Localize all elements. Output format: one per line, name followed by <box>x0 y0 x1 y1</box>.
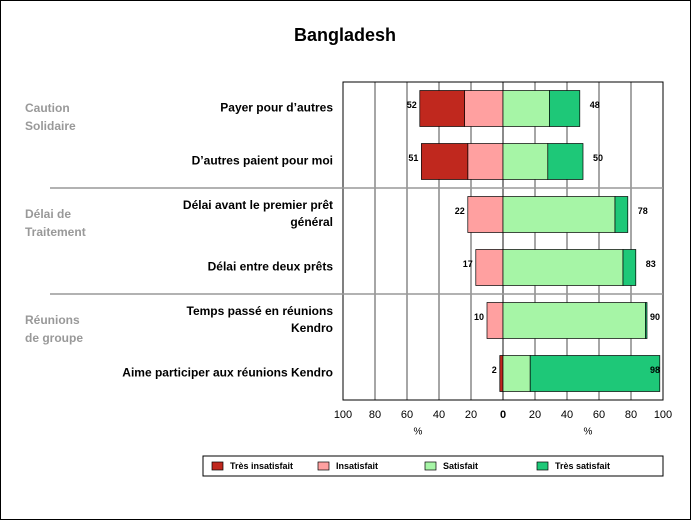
x-tick-label: 100 <box>654 409 672 421</box>
x-tick-label: 20 <box>529 409 541 421</box>
category-label: Délai entre deux prêts <box>208 260 334 274</box>
bar-segment <box>502 196 616 233</box>
x-tick-label: 60 <box>401 409 413 421</box>
legend-label: Très insatisfait <box>230 461 293 471</box>
group-label: Délai de <box>25 207 71 221</box>
bar-segment <box>529 355 661 392</box>
category-label: Payer pour d’autres <box>220 101 333 115</box>
bar-segment <box>547 143 584 180</box>
group-label: Traitement <box>25 225 86 239</box>
legend-label: Insatisfait <box>336 461 378 471</box>
category-label: Aime participer aux réunions Kendro <box>122 366 333 380</box>
x-tick-label: 80 <box>625 409 637 421</box>
bar-segment <box>419 90 465 127</box>
total-label: 48 <box>590 100 600 110</box>
bar-segment <box>421 143 469 180</box>
bar-segment <box>502 249 624 286</box>
total-label: 98 <box>650 365 660 375</box>
category-label: Temps passé en réunions <box>187 304 334 318</box>
legend-swatch <box>424 461 437 471</box>
legend-label: Très satisfait <box>555 461 610 471</box>
bar-segment <box>502 143 549 180</box>
x-tick-label: 20 <box>465 409 477 421</box>
bar-segment <box>614 196 629 233</box>
category-label: Kendro <box>291 321 333 335</box>
legend-swatch <box>211 461 224 471</box>
legend-swatch <box>317 461 330 471</box>
bar-segment <box>502 355 531 392</box>
total-label: 2 <box>492 365 497 375</box>
x-tick-label: 80 <box>369 409 381 421</box>
bar-segment <box>486 302 504 339</box>
x-axis-label: % <box>584 427 593 438</box>
group-label: Solidaire <box>25 119 76 133</box>
bar-segment <box>502 90 550 127</box>
group-label: Caution <box>25 101 70 115</box>
total-label: 90 <box>650 312 660 322</box>
bar-segment <box>467 143 504 180</box>
total-label: 78 <box>638 206 648 216</box>
group-label: Réunions <box>25 313 80 327</box>
bar-segment <box>499 355 504 392</box>
total-label: 10 <box>474 312 484 322</box>
total-label: 50 <box>593 153 603 163</box>
category-label: Délai avant le premier prêt <box>183 198 333 212</box>
bar-segment <box>475 249 504 286</box>
total-label: 83 <box>646 259 656 269</box>
x-tick-label: 40 <box>561 409 573 421</box>
x-axis-label: % <box>414 427 423 438</box>
bar-segment <box>467 196 504 233</box>
category-label: général <box>290 215 333 229</box>
bar-segment <box>464 90 504 127</box>
bar-segment <box>502 302 646 339</box>
x-tick-label: 40 <box>433 409 445 421</box>
total-label: 51 <box>408 153 418 163</box>
legend-label: Satisfait <box>443 461 478 471</box>
bar-segment <box>622 249 637 286</box>
x-tick-label: 100 <box>334 409 352 421</box>
group-label: de groupe <box>25 331 83 345</box>
x-tick-label: 0 <box>500 409 506 421</box>
x-tick-label: 60 <box>593 409 605 421</box>
bar-segment <box>549 90 581 127</box>
total-label: 17 <box>463 259 473 269</box>
legend-swatch <box>536 461 549 471</box>
bar-segment <box>645 302 648 339</box>
chart-title: Bangladesh <box>294 25 396 45</box>
total-label: 52 <box>407 100 417 110</box>
category-label: D’autres paient pour moi <box>192 154 333 168</box>
total-label: 22 <box>455 206 465 216</box>
